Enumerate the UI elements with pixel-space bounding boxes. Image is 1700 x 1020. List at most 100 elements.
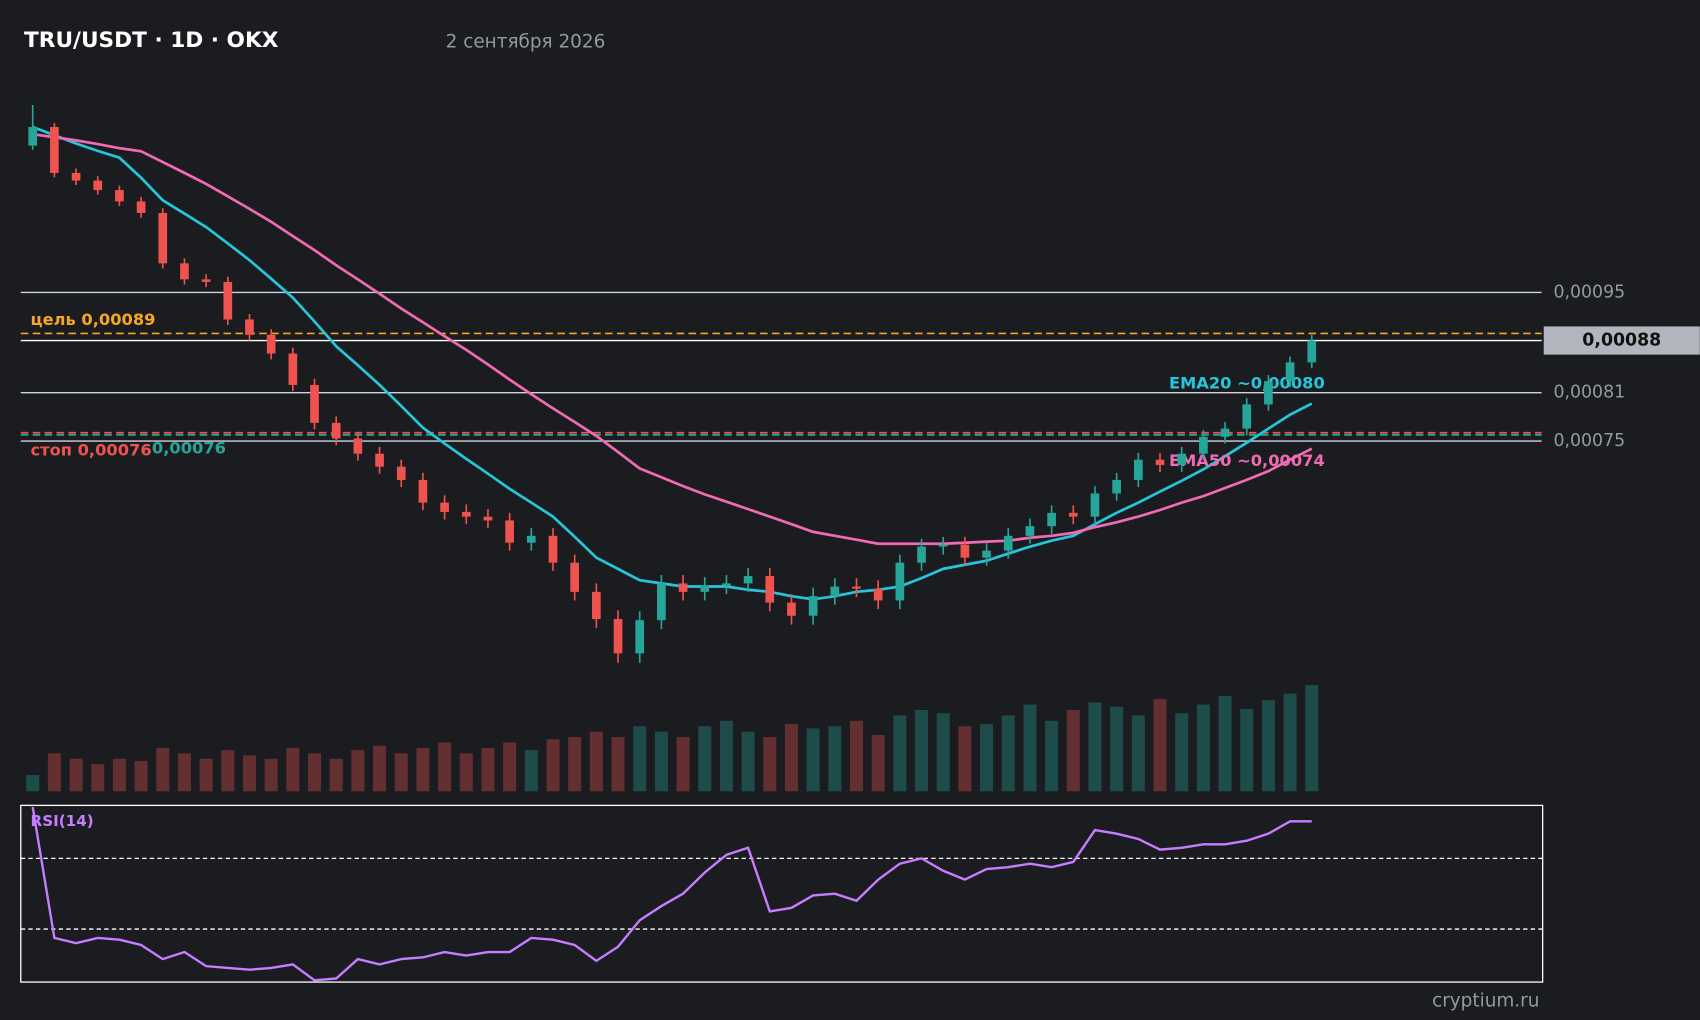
volume-bar (1131, 715, 1145, 792)
candle-body (288, 353, 298, 385)
volume-bar (503, 742, 517, 792)
volume-bar (394, 753, 408, 792)
volume-bar (893, 715, 907, 792)
y-tick-label: 0,00081 (1553, 383, 1625, 403)
volume-bar (524, 750, 538, 792)
y-tick-label: 0,00095 (1553, 282, 1625, 302)
candle-body (722, 583, 731, 586)
candle-body (678, 583, 688, 592)
ema-label: EMA50 ~0,00074 (1169, 451, 1325, 470)
volume-bar (1088, 702, 1102, 792)
volume-bar (47, 753, 61, 792)
volume-bar (936, 713, 950, 792)
candle-body (1090, 493, 1100, 517)
candle-body (743, 576, 753, 584)
volume-bar (871, 734, 885, 792)
candle-body (1285, 362, 1295, 382)
candle-body (223, 281, 233, 320)
candle-body (830, 586, 840, 597)
candle-body (592, 591, 601, 620)
candle-body (310, 384, 319, 423)
last-price-tag (1543, 326, 1700, 355)
candle-body (548, 535, 558, 563)
volume-bar (286, 747, 300, 792)
volume-bar (134, 760, 148, 792)
volume-bar (719, 720, 733, 792)
candle-body (180, 263, 189, 280)
volume-bar (1066, 709, 1080, 792)
candle-body (505, 520, 514, 543)
volume-bar (242, 755, 256, 792)
candle-body (245, 319, 254, 335)
volume-bar (784, 724, 798, 792)
candle-body (396, 466, 406, 480)
candle-body (483, 516, 493, 521)
candle-body (28, 126, 38, 146)
candle-body (1199, 436, 1208, 454)
candle-body (50, 126, 59, 173)
rsi-label: RSI(14) (31, 812, 94, 830)
candle-body (852, 586, 861, 589)
candle-body (982, 550, 991, 558)
candle-body (1307, 340, 1317, 363)
volume-bar (221, 750, 235, 792)
volume-bar (633, 726, 647, 792)
volume-bar (199, 758, 213, 792)
volume-bar (177, 753, 191, 792)
volume-bar (112, 758, 126, 792)
volume-bar (915, 709, 929, 792)
volume-bar (1001, 715, 1015, 792)
volume-bar (1023, 704, 1037, 792)
candle-body (808, 596, 818, 616)
volume-bar (438, 742, 452, 792)
candle-body (1112, 479, 1121, 494)
candle-body (201, 279, 211, 282)
volume-bar (828, 726, 842, 792)
volume-bar (329, 758, 343, 792)
volume-bar (308, 753, 322, 792)
rsi-panel (20, 804, 1544, 983)
ema-line (32, 125, 1313, 601)
candle-body (1155, 459, 1165, 465)
candle-body (93, 180, 103, 191)
volume-bar (373, 745, 387, 792)
candle-body (115, 190, 124, 202)
candle-body (1047, 512, 1056, 527)
candle-body (700, 585, 710, 592)
ema-label: EMA20 ~0,00080 (1169, 374, 1325, 393)
candle-body (787, 602, 796, 616)
candle-body (1133, 459, 1143, 480)
volume-bar (1153, 699, 1167, 792)
candle-body (136, 201, 146, 213)
volume-bar (459, 753, 473, 792)
volume-bar (351, 750, 365, 792)
volume-bar (1045, 720, 1059, 792)
volume-bar (1196, 704, 1210, 792)
volume-bar (156, 747, 170, 792)
candle-body (570, 562, 580, 592)
candle-body (1003, 535, 1013, 551)
y-tick-label: 0,00075 (1553, 431, 1625, 451)
volume-bar (806, 728, 820, 792)
volume-bar (850, 720, 864, 792)
volume-bar (1240, 708, 1254, 792)
candle-body (1068, 512, 1078, 517)
volume-bar (546, 739, 560, 792)
volume-bar (654, 731, 668, 792)
volume-bar (589, 731, 603, 792)
volume-bar (416, 747, 430, 792)
candle-body (418, 479, 428, 503)
volume-bar (958, 726, 972, 792)
volume-bar (698, 726, 712, 792)
candle-body (917, 546, 926, 563)
volume-bar (1110, 706, 1124, 792)
candle-body (873, 588, 883, 601)
candle-body (331, 422, 341, 439)
volume-bar (676, 737, 690, 792)
chart-subtitle: 2 сентября 2026 (446, 31, 606, 52)
level-label: стоп 0,00076 (31, 441, 152, 460)
volume-bar (264, 758, 278, 792)
rsi-line (31, 806, 1312, 982)
